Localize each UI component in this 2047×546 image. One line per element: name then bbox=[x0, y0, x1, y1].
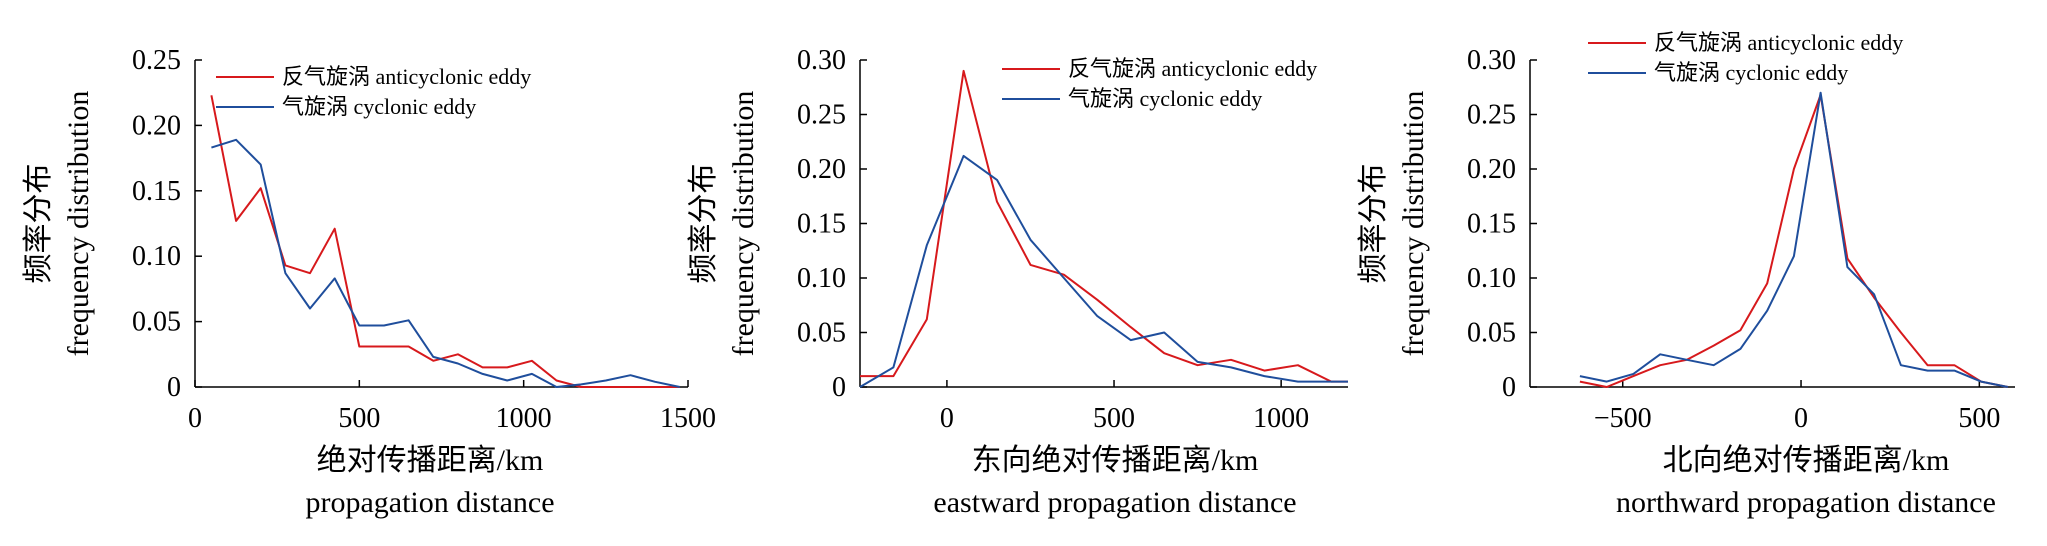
cyclonic-series-line bbox=[211, 138, 681, 388]
y-tick-label: 0.05 bbox=[1467, 318, 1516, 349]
x-tick-label: 0 bbox=[940, 403, 954, 434]
y-tick-label: 0.30 bbox=[797, 45, 846, 76]
chart-panel-1: 0 0.05 0.10 0.15 0.20 0.25 0 500 1000 1500 反气旋涡 an… bbox=[22, 45, 716, 519]
x-tick-label: −500 bbox=[1594, 403, 1652, 434]
legend-entry: 气旋涡 cyclonic eddy bbox=[1654, 60, 1848, 85]
cyclonic-series-line bbox=[859, 154, 1348, 388]
x-axis-title: 绝对传播距离/km bbox=[317, 444, 544, 477]
y-tick-label: 0.10 bbox=[1467, 263, 1516, 294]
y-tick-label: 0.20 bbox=[797, 154, 846, 185]
x-tick-label: 1000 bbox=[496, 403, 552, 434]
x-axis-title: 北向绝对传播距离/km bbox=[1663, 444, 1950, 477]
y-tick-label: 0 bbox=[167, 372, 181, 403]
y-tick-label: 0.10 bbox=[797, 263, 846, 294]
x-tick-label: 0 bbox=[1794, 403, 1808, 434]
y-tick-label: 0.30 bbox=[1467, 45, 1516, 76]
x-tick-label: 500 bbox=[1093, 403, 1135, 434]
legend-entry: 气旋涡 cyclonic eddy bbox=[1068, 86, 1262, 111]
x-axis-title-en: northward propagation distance bbox=[1616, 486, 1996, 519]
x-tick-label: 500 bbox=[338, 403, 380, 434]
y-tick-label: 0.05 bbox=[132, 307, 181, 338]
y-axis-title: 频率分布 bbox=[687, 164, 720, 284]
y-tick-label: 0.20 bbox=[1467, 154, 1516, 185]
x-axis-title-en: propagation distance bbox=[305, 486, 554, 519]
x-tick-label: 500 bbox=[1958, 403, 2000, 434]
x-axis-title: 东向绝对传播距离/km bbox=[972, 444, 1259, 477]
x-tick-label: 1500 bbox=[660, 403, 716, 434]
y-axis-title-en: frequency distribution bbox=[62, 91, 95, 357]
y-axis-title: 频率分布 bbox=[1357, 164, 1390, 284]
legend-entry: 反气旋涡 anticyclonic eddy bbox=[1068, 56, 1317, 81]
anticyclonic-series-line bbox=[1579, 93, 2009, 388]
y-tick-label: 0.20 bbox=[132, 110, 181, 141]
y-tick-label: 0.10 bbox=[132, 241, 181, 272]
legend-entry: 反气旋涡 anticyclonic eddy bbox=[282, 64, 531, 89]
y-axis-title-en: frequency distribution bbox=[727, 91, 760, 357]
y-axis-title-en: frequency distribution bbox=[1397, 91, 1430, 357]
y-tick-label: 0 bbox=[832, 372, 846, 403]
y-tick-label: 0.15 bbox=[1467, 209, 1516, 240]
cyclonic-series-line bbox=[1579, 91, 2009, 388]
y-tick-label: 0.25 bbox=[132, 45, 181, 76]
y-tick-label: 0.25 bbox=[797, 100, 846, 131]
chart-panel-2: 0 0.05 0.10 0.15 0.20 0.25 0.30 0 500 1000 反气旋涡 an… bbox=[687, 45, 1348, 519]
chart-panel-3: 0 0.05 0.10 0.15 0.20 0.25 0.30 −500 0 500 反气旋涡 an… bbox=[1357, 30, 2015, 519]
y-tick-label: 0.25 bbox=[1467, 100, 1516, 131]
y-tick-label: 0 bbox=[1502, 372, 1516, 403]
y-tick-label: 0.15 bbox=[132, 176, 181, 207]
x-tick-label: 0 bbox=[188, 403, 202, 434]
y-axis-title: 频率分布 bbox=[22, 164, 55, 284]
x-tick-label: 1000 bbox=[1253, 403, 1309, 434]
y-tick-label: 0.05 bbox=[797, 318, 846, 349]
y-tick-label: 0.15 bbox=[797, 209, 846, 240]
anticyclonic-series-line bbox=[860, 69, 1348, 383]
legend-entry: 气旋涡 cyclonic eddy bbox=[282, 94, 476, 119]
legend-entry: 反气旋涡 anticyclonic eddy bbox=[1654, 30, 1903, 55]
x-axis-title-en: eastward propagation distance bbox=[933, 486, 1296, 519]
anticyclonic-series-line bbox=[210, 95, 680, 388]
